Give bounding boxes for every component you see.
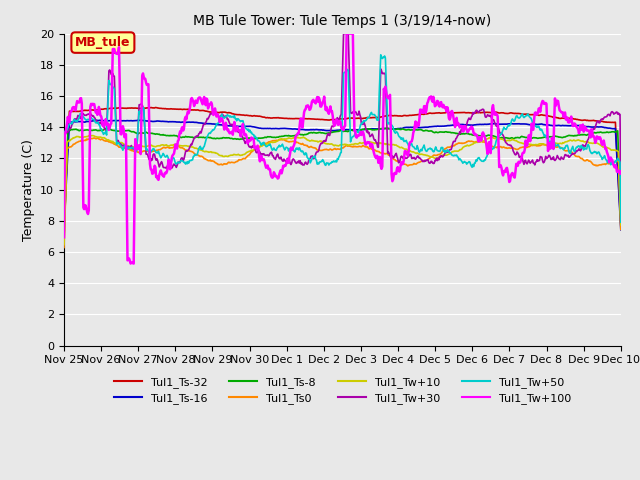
Tul1_Tw+100 bbox=[185, 110, 193, 116]
Tul1_Tw+50 bbox=[60, 201, 68, 207]
Tul1_Ts-32 bbox=[214, 110, 222, 116]
Tul1_Ts-16 bbox=[127, 118, 135, 123]
Tul1_Tw+10 bbox=[70, 135, 78, 141]
Tul1_Ts0 bbox=[428, 154, 435, 160]
Tul1_Ts-16 bbox=[137, 117, 145, 123]
Tul1_Tw+100 bbox=[617, 169, 625, 175]
Tul1_Tw+50 bbox=[127, 145, 135, 151]
Tul1_Ts-16 bbox=[617, 227, 625, 233]
Tul1_Ts-8 bbox=[617, 214, 625, 220]
Line: Tul1_Tw+50: Tul1_Tw+50 bbox=[64, 55, 621, 222]
Tul1_Tw+10 bbox=[214, 151, 222, 157]
Tul1_Ts-16 bbox=[428, 124, 435, 130]
Tul1_Ts-32 bbox=[152, 105, 159, 110]
Tul1_Ts0 bbox=[411, 161, 419, 167]
Tul1_Ts-32 bbox=[617, 224, 625, 229]
Line: Tul1_Ts-8: Tul1_Ts-8 bbox=[64, 128, 621, 238]
Tul1_Tw+30 bbox=[184, 147, 192, 153]
Tul1_Ts0 bbox=[90, 135, 98, 141]
Tul1_Tw+30 bbox=[340, 31, 348, 36]
Tul1_Ts0 bbox=[214, 162, 222, 168]
Tul1_Tw+10 bbox=[128, 144, 136, 149]
Line: Tul1_Tw+30: Tul1_Tw+30 bbox=[64, 34, 621, 208]
Tul1_Ts-8 bbox=[428, 128, 435, 134]
Tul1_Tw+10 bbox=[88, 132, 96, 138]
Tul1_Tw+10 bbox=[617, 222, 625, 228]
Line: Tul1_Tw+10: Tul1_Tw+10 bbox=[64, 135, 621, 244]
Tul1_Tw+50 bbox=[70, 116, 78, 122]
Tul1_Ts0 bbox=[185, 148, 193, 154]
Title: MB Tule Tower: Tule Temps 1 (3/19/14-now): MB Tule Tower: Tule Temps 1 (3/19/14-now… bbox=[193, 14, 492, 28]
Tul1_Ts-8 bbox=[60, 235, 68, 241]
Tul1_Tw+30 bbox=[60, 205, 68, 211]
Tul1_Ts-8 bbox=[70, 127, 78, 132]
Tul1_Tw+100 bbox=[70, 104, 78, 110]
Tul1_Tw+50 bbox=[184, 159, 192, 165]
Tul1_Tw+50 bbox=[377, 52, 385, 58]
Tul1_Tw+10 bbox=[428, 154, 435, 160]
Tul1_Ts-8 bbox=[127, 129, 135, 135]
Line: Tul1_Ts-32: Tul1_Ts-32 bbox=[64, 108, 621, 227]
Tul1_Tw+100 bbox=[127, 260, 135, 265]
Tul1_Ts-32 bbox=[70, 108, 78, 114]
Tul1_Tw+10 bbox=[185, 144, 193, 149]
Tul1_Tw+100 bbox=[214, 113, 222, 119]
Tul1_Ts0 bbox=[70, 141, 78, 147]
Tul1_Ts-32 bbox=[185, 107, 193, 112]
Tul1_Tw+100 bbox=[428, 97, 436, 103]
Text: MB_tule: MB_tule bbox=[75, 36, 131, 49]
Tul1_Tw+50 bbox=[411, 146, 419, 152]
Tul1_Ts-32 bbox=[428, 110, 435, 116]
Tul1_Tw+100 bbox=[60, 234, 68, 240]
Legend: Tul1_Ts-32, Tul1_Ts-16, Tul1_Ts-8, Tul1_Ts0, Tul1_Tw+10, Tul1_Tw+30, Tul1_Tw+50,: Tul1_Ts-32, Tul1_Ts-16, Tul1_Ts-8, Tul1_… bbox=[109, 372, 575, 408]
Tul1_Tw+50 bbox=[428, 146, 435, 152]
Tul1_Ts-16 bbox=[411, 125, 419, 131]
Tul1_Ts-8 bbox=[411, 127, 419, 133]
Tul1_Tw+30 bbox=[411, 156, 419, 162]
Tul1_Tw+30 bbox=[214, 111, 221, 117]
Tul1_Tw+10 bbox=[60, 241, 68, 247]
Tul1_Ts0 bbox=[60, 245, 68, 251]
Tul1_Ts-8 bbox=[184, 134, 192, 140]
Tul1_Ts-16 bbox=[185, 119, 193, 125]
Y-axis label: Temperature (C): Temperature (C) bbox=[22, 139, 35, 240]
Tul1_Ts-32 bbox=[411, 112, 419, 118]
Tul1_Tw+10 bbox=[411, 150, 419, 156]
Tul1_Ts-16 bbox=[214, 122, 222, 128]
Tul1_Ts-32 bbox=[127, 105, 135, 111]
Tul1_Ts-8 bbox=[384, 125, 392, 131]
Line: Tul1_Ts-16: Tul1_Ts-16 bbox=[64, 120, 621, 230]
Tul1_Tw+30 bbox=[617, 190, 625, 195]
Tul1_Ts-16 bbox=[60, 224, 68, 229]
Tul1_Tw+100 bbox=[412, 119, 419, 124]
Tul1_Ts-8 bbox=[214, 135, 221, 141]
Tul1_Tw+100 bbox=[343, 31, 351, 36]
Tul1_Ts-32 bbox=[60, 217, 68, 223]
Tul1_Tw+100 bbox=[130, 261, 138, 266]
Tul1_Tw+30 bbox=[127, 143, 135, 148]
Tul1_Tw+30 bbox=[70, 118, 78, 123]
Tul1_Ts0 bbox=[128, 147, 136, 153]
Tul1_Tw+50 bbox=[214, 120, 221, 126]
Tul1_Tw+50 bbox=[617, 219, 625, 225]
Tul1_Tw+30 bbox=[428, 158, 435, 164]
Tul1_Ts0 bbox=[617, 227, 625, 232]
Tul1_Ts-16 bbox=[70, 119, 78, 125]
Line: Tul1_Tw+100: Tul1_Tw+100 bbox=[64, 34, 621, 264]
Line: Tul1_Ts0: Tul1_Ts0 bbox=[64, 138, 621, 248]
